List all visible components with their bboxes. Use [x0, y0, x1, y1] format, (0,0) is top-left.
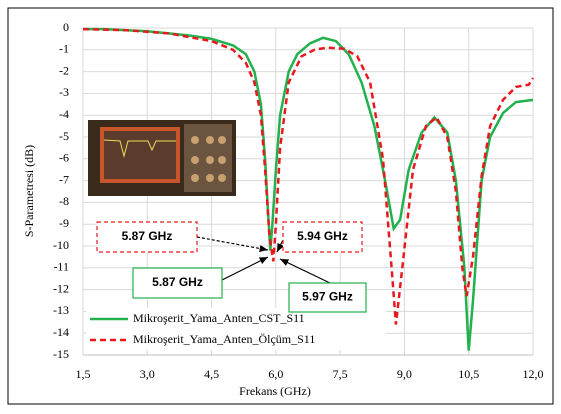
annotation-text: 5.97 GHz [302, 290, 353, 304]
annotation-box [282, 221, 363, 253]
x-tick-label: 6,0 [268, 367, 283, 381]
y-tick-label: -15 [53, 347, 69, 361]
y-tick-label: -2 [59, 63, 69, 77]
annotation-arrow [196, 236, 269, 253]
annotation-text: 5.87 GHz [122, 229, 173, 243]
y-tick-label: -3 [59, 85, 69, 99]
x-tick-label: 9,0 [397, 367, 412, 381]
x-tick-label: 10,5 [458, 367, 479, 381]
annotation-arrow [279, 258, 331, 284]
y-tick-label: -9 [59, 216, 69, 230]
x-tick-label: 1,5 [76, 367, 91, 381]
legend: Mikroşerit_Yama_Anten_CST_S11 Mikroşerit_… [86, 308, 386, 350]
legend-label: Mikroşerit_Yama_Anten_CST_S11 [133, 311, 305, 325]
x-tick-label: 4,5 [204, 367, 219, 381]
y-tick-label: -4 [59, 107, 69, 121]
annotation-arrow [221, 256, 269, 281]
y-tick-label: -6 [59, 151, 69, 165]
x-axis-title: Frekans (GHz) [239, 384, 311, 398]
annotation-box [288, 282, 367, 313]
y-tick-label: -10 [53, 238, 69, 252]
legend-label: Mikroşerit_Yama_Anten_Ölçüm_S11 [133, 332, 315, 346]
annotation-text: 5.87 GHz [152, 275, 203, 289]
y-axis-title: S-Parametresi (dB) [22, 145, 36, 237]
y-tick-label: -14 [53, 325, 69, 339]
y-tick-label: -13 [53, 303, 69, 317]
annotation-arrow [276, 239, 284, 253]
y-tick-label: -12 [53, 281, 69, 295]
y-tick-label: -1 [59, 42, 69, 56]
x-tick-label: 7,5 [333, 367, 348, 381]
x-tick-label: 12,0 [523, 367, 544, 381]
y-tick-label: -7 [59, 172, 69, 186]
x-tick-label: 3,0 [140, 367, 155, 381]
annotation-box [96, 221, 198, 253]
series-line [82, 27, 535, 325]
annotation-text: 5.94 GHz [297, 229, 348, 243]
y-tick-label: -5 [59, 129, 69, 143]
annotation-box [132, 267, 223, 299]
legend-box [86, 308, 386, 350]
y-tick-label: -8 [59, 194, 69, 208]
inset-photo [88, 120, 236, 196]
y-tick-label: -11 [53, 260, 69, 274]
y-tick-label: 0 [63, 20, 69, 34]
